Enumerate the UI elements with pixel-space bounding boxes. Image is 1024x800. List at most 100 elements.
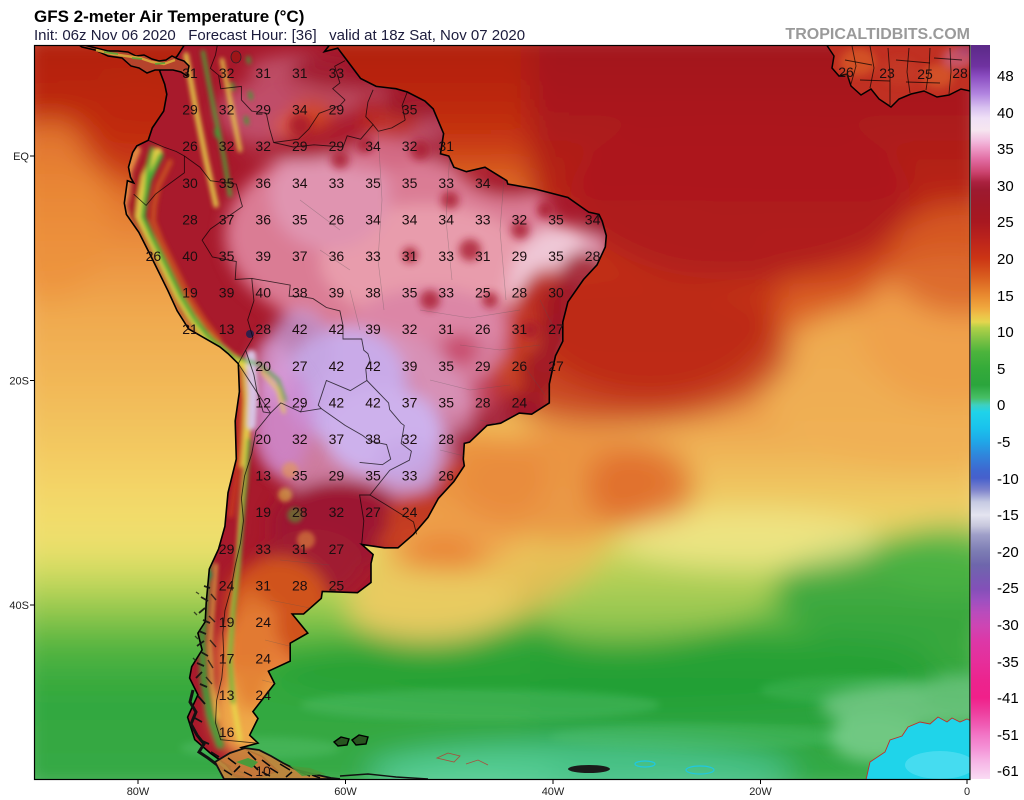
svg-text:12: 12 — [255, 394, 271, 410]
svg-text:33: 33 — [365, 248, 381, 264]
svg-text:TROPICALTIDBITS.COM: TROPICALTIDBITS.COM — [785, 26, 970, 43]
svg-text:40: 40 — [182, 248, 198, 264]
svg-text:0: 0 — [964, 786, 970, 798]
svg-text:35: 35 — [219, 175, 235, 191]
svg-text:26: 26 — [475, 321, 491, 337]
svg-text:25: 25 — [917, 66, 933, 82]
svg-text:34: 34 — [402, 211, 418, 227]
svg-text:35: 35 — [548, 248, 564, 264]
svg-text:31: 31 — [292, 65, 308, 81]
svg-text:28: 28 — [438, 431, 454, 447]
svg-text:34: 34 — [292, 175, 308, 191]
svg-text:32: 32 — [219, 138, 235, 154]
svg-text:37: 37 — [402, 394, 418, 410]
svg-text:33: 33 — [438, 175, 454, 191]
svg-text:31: 31 — [255, 65, 271, 81]
svg-text:29: 29 — [329, 468, 345, 484]
svg-text:35: 35 — [365, 468, 381, 484]
svg-text:35: 35 — [402, 175, 418, 191]
svg-text:35: 35 — [365, 175, 381, 191]
svg-text:34: 34 — [365, 138, 381, 154]
svg-text:42: 42 — [365, 394, 381, 410]
svg-text:28: 28 — [585, 248, 601, 264]
svg-text:31: 31 — [182, 65, 198, 81]
svg-text:25: 25 — [475, 285, 491, 301]
svg-text:33: 33 — [438, 285, 454, 301]
svg-text:26: 26 — [838, 64, 854, 80]
svg-text:16: 16 — [219, 724, 235, 740]
svg-text:Init: 06z Nov 06 2020 Foreca: Init: 06z Nov 06 2020 Forecast Hour: [36… — [34, 27, 525, 44]
svg-text:40: 40 — [255, 285, 271, 301]
svg-text:31: 31 — [438, 138, 454, 154]
svg-text:-5: -5 — [997, 434, 1010, 451]
svg-text:36: 36 — [255, 211, 271, 227]
svg-text:13: 13 — [219, 321, 235, 337]
svg-text:35: 35 — [292, 211, 308, 227]
svg-text:26: 26 — [438, 468, 454, 484]
svg-text:26: 26 — [182, 138, 198, 154]
svg-text:29: 29 — [329, 102, 345, 118]
svg-text:0: 0 — [997, 397, 1005, 414]
svg-text:29: 29 — [512, 248, 528, 264]
svg-text:24: 24 — [255, 687, 271, 703]
svg-text:-61: -61 — [997, 763, 1019, 780]
svg-text:37: 37 — [329, 431, 345, 447]
svg-text:30: 30 — [997, 178, 1014, 195]
svg-text:13: 13 — [255, 468, 271, 484]
svg-text:19: 19 — [182, 285, 198, 301]
svg-text:20W: 20W — [749, 786, 772, 798]
svg-text:25: 25 — [329, 577, 345, 593]
svg-text:28: 28 — [512, 285, 528, 301]
svg-text:33: 33 — [475, 211, 491, 227]
svg-text:35: 35 — [292, 468, 308, 484]
svg-text:20: 20 — [255, 358, 271, 374]
svg-text:13: 13 — [219, 687, 235, 703]
svg-text:EQ: EQ — [13, 151, 29, 163]
svg-text:21: 21 — [182, 321, 198, 337]
svg-text:-41: -41 — [997, 690, 1019, 707]
svg-text:38: 38 — [365, 285, 381, 301]
svg-text:60W: 60W — [334, 786, 357, 798]
svg-text:28: 28 — [255, 321, 271, 337]
svg-text:5: 5 — [997, 361, 1005, 378]
svg-text:-20: -20 — [997, 544, 1019, 561]
svg-text:29: 29 — [475, 358, 491, 374]
svg-text:19: 19 — [255, 504, 271, 520]
svg-text:38: 38 — [365, 431, 381, 447]
svg-text:27: 27 — [548, 321, 564, 337]
svg-text:32: 32 — [255, 138, 271, 154]
svg-text:35: 35 — [402, 102, 418, 118]
svg-text:32: 32 — [219, 65, 235, 81]
svg-text:33: 33 — [255, 541, 271, 557]
svg-text:28: 28 — [952, 65, 968, 81]
svg-text:33: 33 — [438, 248, 454, 264]
svg-text:80W: 80W — [127, 786, 150, 798]
svg-text:27: 27 — [329, 541, 345, 557]
svg-text:10: 10 — [997, 324, 1014, 341]
svg-text:30: 30 — [548, 285, 564, 301]
svg-text:33: 33 — [402, 468, 418, 484]
svg-text:-51: -51 — [997, 727, 1019, 744]
svg-text:31: 31 — [475, 248, 491, 264]
svg-text:34: 34 — [585, 211, 601, 227]
svg-text:29: 29 — [292, 394, 308, 410]
svg-text:29: 29 — [292, 138, 308, 154]
svg-text:28: 28 — [292, 577, 308, 593]
svg-text:36: 36 — [329, 248, 345, 264]
svg-text:28: 28 — [475, 394, 491, 410]
svg-text:39: 39 — [255, 248, 271, 264]
svg-text:33: 33 — [329, 175, 345, 191]
svg-text:39: 39 — [365, 321, 381, 337]
svg-text:35: 35 — [438, 358, 454, 374]
svg-text:33: 33 — [329, 65, 345, 81]
svg-text:-25: -25 — [997, 580, 1019, 597]
svg-text:34: 34 — [365, 211, 381, 227]
svg-text:39: 39 — [219, 285, 235, 301]
svg-text:15: 15 — [997, 288, 1014, 305]
svg-text:34: 34 — [438, 211, 454, 227]
svg-text:31: 31 — [512, 321, 528, 337]
svg-text:37: 37 — [292, 248, 308, 264]
svg-text:24: 24 — [219, 577, 235, 593]
svg-text:27: 27 — [292, 358, 308, 374]
svg-text:40W: 40W — [542, 786, 565, 798]
